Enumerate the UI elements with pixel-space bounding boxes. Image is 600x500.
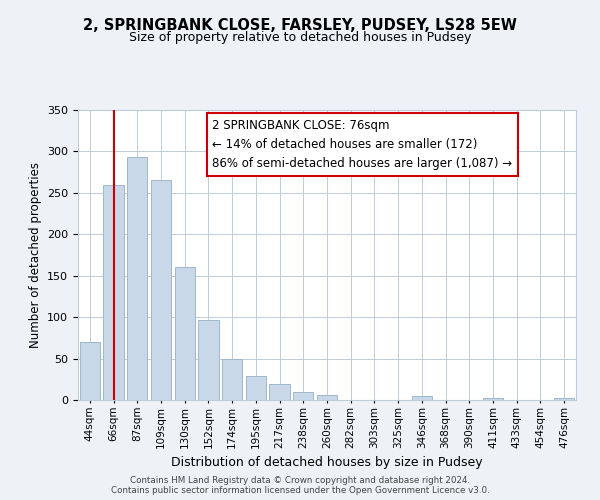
Bar [554, 398, 574, 400]
Bar [246, 376, 266, 400]
Bar [483, 398, 503, 400]
Bar [175, 268, 195, 400]
X-axis label: Distribution of detached houses by size in Pudsey: Distribution of detached houses by size … [171, 456, 483, 469]
Bar [222, 360, 242, 400]
Bar [317, 395, 337, 400]
Bar [199, 320, 218, 400]
Text: 2, SPRINGBANK CLOSE, FARSLEY, PUDSEY, LS28 5EW: 2, SPRINGBANK CLOSE, FARSLEY, PUDSEY, LS… [83, 18, 517, 32]
Text: Contains public sector information licensed under the Open Government Licence v3: Contains public sector information licen… [110, 486, 490, 495]
Bar [269, 384, 290, 400]
Text: 2 SPRINGBANK CLOSE: 76sqm
← 14% of detached houses are smaller (172)
86% of semi: 2 SPRINGBANK CLOSE: 76sqm ← 14% of detac… [212, 118, 512, 170]
Bar [412, 396, 432, 400]
Bar [293, 392, 313, 400]
Y-axis label: Number of detached properties: Number of detached properties [29, 162, 41, 348]
Bar [127, 157, 148, 400]
Text: Size of property relative to detached houses in Pudsey: Size of property relative to detached ho… [129, 31, 471, 44]
Text: Contains HM Land Registry data © Crown copyright and database right 2024.: Contains HM Land Registry data © Crown c… [130, 476, 470, 485]
Bar [151, 180, 171, 400]
Bar [80, 342, 100, 400]
Bar [103, 184, 124, 400]
